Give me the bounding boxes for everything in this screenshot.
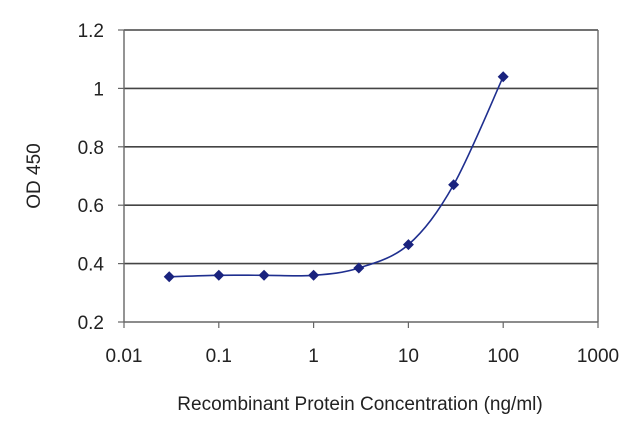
data-series: [163, 71, 509, 283]
data-point-6: [448, 179, 460, 191]
x-tick-label-5: 1000: [577, 346, 619, 367]
x-tick-label-2: 1: [308, 346, 319, 367]
x-tick-label-3: 10: [398, 346, 419, 367]
data-point-0: [163, 271, 175, 283]
x-axis-label: Recombinant Protein Concentration (ng/ml…: [177, 394, 542, 415]
data-point-7: [497, 71, 509, 83]
series-line-0: [169, 76, 504, 278]
data-point-4: [353, 262, 365, 274]
y-tick-label-2: 0.6: [78, 196, 104, 217]
data-point-3: [308, 269, 320, 281]
y-tick-label-3: 0.8: [78, 138, 104, 159]
y-axis-label: OD 450: [24, 143, 45, 208]
y-tick-label-4: 1: [93, 79, 104, 100]
grid-layer: [124, 29, 598, 265]
y-tick-label-5: 1.2: [78, 21, 104, 42]
x-tick-label-1: 0.1: [206, 346, 232, 367]
y-tick-label-0: 0.2: [78, 313, 104, 334]
data-point-1: [213, 269, 225, 281]
x-tick-label-0: 0.01: [106, 346, 143, 367]
x-tick-label-4: 100: [487, 346, 519, 367]
tick-labels: 0.01 0.1 1 10 100 1000 0.2 0.4 0.6 0.8 1 1.2: [78, 21, 620, 367]
data-point-2: [258, 269, 270, 281]
data-point-5: [402, 239, 414, 251]
plot-frame: [123, 30, 599, 323]
y-tick-label-1: 0.4: [78, 255, 105, 276]
